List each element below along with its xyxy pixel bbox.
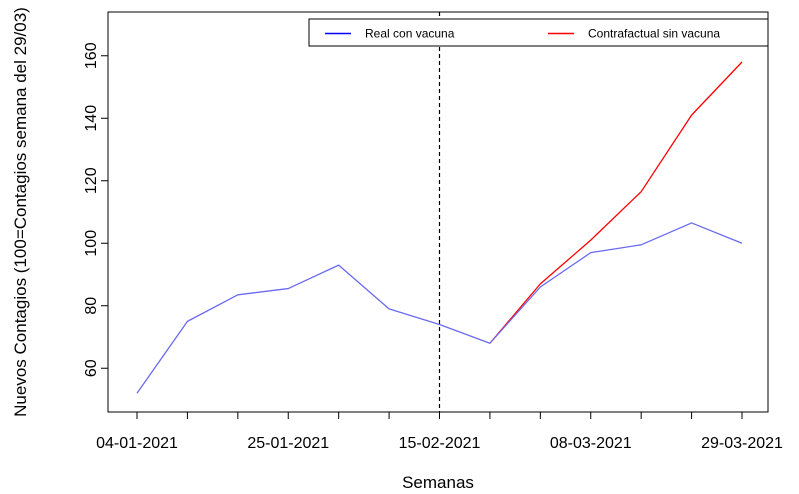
y-tick-label: 120 — [83, 167, 100, 194]
series-line-contrafactual-sin-vacuna — [489, 61, 743, 344]
y-tick-label: 160 — [83, 42, 100, 69]
x-axis-title: Semanas — [402, 473, 474, 492]
x-tick-label: 04-01-2021 — [96, 435, 178, 452]
y-tick-label: 60 — [83, 359, 100, 377]
y-tick-label: 140 — [83, 105, 100, 132]
plot-area — [107, 11, 769, 413]
x-tick-label: 25-01-2021 — [247, 435, 329, 452]
series-line-real-con-vacuna — [136, 222, 743, 394]
y-axis-title: Nuevos Contagios (100=Contagios semana d… — [11, 7, 30, 417]
x-tick-label: 08-03-2021 — [550, 435, 632, 452]
legend-label-contrafactual-sin-vacuna: Contrafactual sin vacuna — [588, 27, 720, 41]
legend: Real con vacuna Contrafactual sin vacuna — [308, 18, 769, 47]
y-tick-label: 100 — [83, 230, 100, 257]
legend-label-real-con-vacuna: Real con vacuna — [365, 27, 455, 41]
legend-box — [308, 18, 769, 47]
y-tick-label: 80 — [83, 297, 100, 315]
plot-frame — [107, 11, 769, 413]
x-tick-label: 29-03-2021 — [701, 435, 783, 452]
x-axis: 04-01-2021 25-01-2021 15-02-2021 08-03-2021… — [96, 412, 783, 452]
x-tick-label: 15-02-2021 — [399, 435, 481, 452]
y-axis: 60 80 100 120 140 160 — [83, 42, 108, 377]
